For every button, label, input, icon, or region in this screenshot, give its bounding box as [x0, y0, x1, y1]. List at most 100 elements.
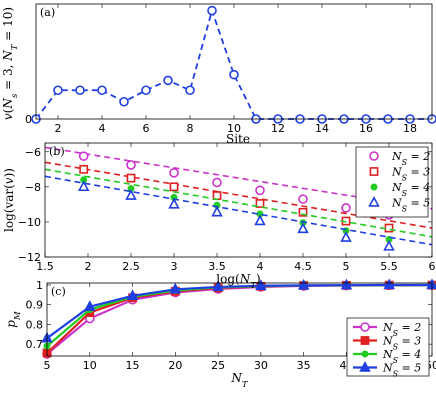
x-axis-label: log(NT) — [216, 272, 260, 291]
data-point — [383, 278, 395, 290]
data-point — [384, 223, 394, 233]
legend-label: NS = 5 — [382, 362, 421, 379]
x-tick-label: 3.5 — [208, 260, 226, 273]
x-tick-label: 6 — [143, 122, 150, 135]
x-tick-label: 5 — [44, 359, 51, 372]
x-tick-label: 16 — [359, 122, 373, 135]
legend-item: NS = 4 — [370, 181, 430, 198]
y-axis-label: pM — [4, 310, 23, 328]
legend-marker — [361, 350, 369, 358]
legend-marker — [360, 322, 370, 332]
series-line — [46, 283, 432, 340]
x-tick-label: 3 — [171, 260, 178, 273]
data-point — [254, 214, 266, 226]
data-point — [212, 280, 224, 292]
x-tick-label: 10 — [83, 359, 97, 372]
y-axis-label: log(var(v)) — [2, 168, 16, 232]
data-point — [255, 279, 267, 290]
x-tick-label: 12 — [271, 122, 285, 135]
data-point — [255, 185, 265, 196]
x-tick-label: 10 — [227, 122, 241, 135]
series-fit-line — [44, 175, 433, 246]
legend-label: NS = 4 — [391, 181, 430, 198]
legend-item: NS = 5 — [368, 196, 430, 214]
x-tick-label: 1.5 — [36, 260, 54, 273]
x-tick-label: 2.5 — [122, 260, 140, 273]
panel-a: 2 4 6 8 10 12 14 16 18 0 (a) — [25, 3, 436, 135]
panel-c: 51015202530354045500.70.80.91(c) — [26, 278, 436, 372]
plot-frame — [46, 282, 433, 357]
legend-marker — [359, 361, 371, 372]
y-tick-label: 0.9 — [26, 299, 44, 312]
data-point — [75, 85, 85, 96]
legend-label: NS = 3 — [391, 166, 430, 183]
data-point — [340, 231, 352, 242]
data-point — [53, 85, 63, 96]
x-tick-label: 5 — [343, 260, 350, 273]
data-point — [298, 194, 308, 204]
data-point — [297, 222, 309, 234]
panel-label: (c) — [51, 285, 66, 298]
x-tick-label: 4.5 — [294, 260, 312, 273]
series-fit-line — [44, 146, 433, 210]
x-tick-label: 20 — [168, 359, 182, 372]
data-point — [126, 289, 139, 301]
legend: NS = 2NS = 3NS = 4NS = 5 — [355, 146, 430, 218]
legend-marker — [360, 336, 370, 345]
data-point — [119, 96, 129, 107]
plot-frame — [35, 3, 433, 120]
x-tick-label: 30 — [254, 359, 268, 372]
legend-label: NS = 2 — [382, 321, 421, 338]
data-point — [169, 282, 182, 294]
data-point — [126, 173, 136, 183]
y-axis-label: v(Ns = 3, NT = 10) — [1, 7, 20, 120]
x-tick-label: 4 — [99, 122, 106, 135]
series-3 — [44, 175, 433, 251]
y-tick-label: −12 — [18, 251, 41, 264]
legend-item: NS = 2 — [369, 150, 430, 167]
series-fit-line — [44, 161, 433, 229]
y-tick-label: 0.8 — [26, 318, 44, 331]
data-point — [255, 199, 265, 208]
x-tick-label: 6 — [429, 260, 436, 273]
x-tick-label: 2 — [55, 122, 62, 135]
data-point — [79, 164, 89, 174]
series-0 — [31, 5, 436, 124]
y-tick-label: −6 — [25, 146, 41, 159]
data-point — [163, 75, 173, 86]
legend-label: NS = 5 — [391, 197, 430, 214]
data-point — [185, 85, 195, 96]
y-tick-label: −8 — [25, 181, 41, 194]
data-point — [78, 151, 89, 161]
legend-marker — [369, 151, 379, 161]
series-line — [35, 7, 432, 120]
data-point — [211, 205, 223, 217]
legend-item: NS = 5 — [353, 361, 421, 379]
data-point — [125, 189, 137, 200]
data-point — [169, 182, 179, 192]
data-point — [126, 160, 136, 170]
panel-label: (b) — [49, 145, 65, 158]
x-axis-label: Site — [226, 132, 250, 146]
data-point — [168, 197, 180, 209]
x-tick-label: 50 — [425, 359, 436, 372]
legend-item: NS = 2 — [353, 321, 421, 338]
legend-item: NS = 3 — [353, 335, 421, 352]
y-tick-label: 0 — [25, 113, 32, 126]
x-tick-label: 5.5 — [380, 260, 398, 273]
data-point — [383, 239, 395, 251]
data-point — [341, 203, 351, 213]
legend: NS = 2NS = 3NS = 4NS = 5 — [346, 317, 430, 379]
x-tick-label: 18 — [403, 122, 417, 135]
x-axis-label: NT — [230, 371, 249, 390]
data-point — [297, 278, 310, 290]
data-point — [212, 177, 222, 188]
legend-item: NS = 4 — [353, 348, 421, 365]
series-fit-line — [44, 168, 433, 238]
x-tick-label: 25 — [211, 359, 225, 372]
data-point — [84, 300, 96, 311]
data-point — [169, 168, 179, 178]
legend-label: NS = 3 — [382, 335, 421, 352]
data-point — [207, 5, 217, 16]
